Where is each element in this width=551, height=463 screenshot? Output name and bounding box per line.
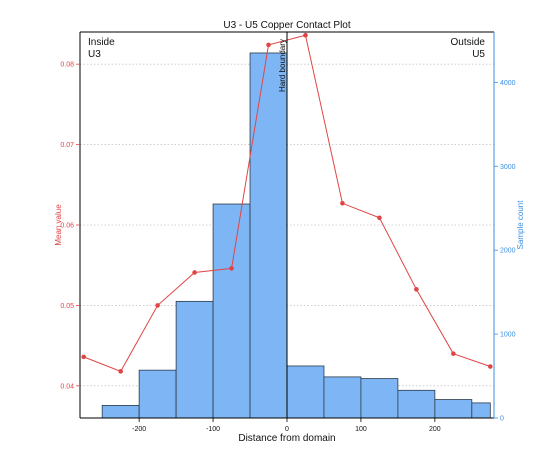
histogram-bar-6: [286, 365, 325, 419]
x-axis-label: Distance from domain: [238, 433, 335, 444]
histogram-bar-11: [471, 402, 491, 419]
x-tick-label-1: -100: [206, 426, 220, 433]
left-tick-label-3: 0.07: [60, 142, 74, 149]
mean-value-point-7: [340, 200, 345, 206]
right-tick-label-4: 4000: [500, 80, 516, 87]
histogram-bars: [101, 52, 491, 419]
mean-value-point-2: [155, 303, 160, 308]
histogram-bar-7: [323, 376, 362, 419]
mean-value-point-3: [192, 270, 197, 275]
histogram-bar-9: [397, 389, 436, 419]
axes: -200 -100 0 100 200 0.04 0.05 0.06 0.07 0.08 0 1000…: [60, 62, 515, 433]
mean-value-point-4: [229, 266, 234, 271]
histogram-bar-1: [101, 405, 140, 419]
mean-value-point-8: [377, 215, 382, 221]
histogram-bar-3: [175, 300, 214, 419]
mean-value-point-11: [488, 364, 493, 369]
left-tick-label-1: 0.05: [60, 303, 74, 310]
histogram-bar-10: [434, 399, 473, 419]
hard-boundary-label: Hard boundary: [278, 39, 287, 92]
mean-value-point-0: [81, 354, 86, 360]
right-axis-label: Sample count: [516, 200, 525, 250]
mean-value-point-9: [414, 287, 419, 292]
u3-label: U3: [88, 49, 101, 60]
chart-title: U3 - U5 Copper Contact Plot: [223, 20, 351, 31]
x-tick-label-4: 200: [429, 426, 441, 433]
u5-label: U5: [472, 49, 485, 60]
histogram-bar-2: [138, 369, 177, 419]
right-tick-label-3: 3000: [500, 164, 516, 171]
histogram-bar-8: [360, 378, 399, 419]
histogram-bar-4: [212, 203, 251, 419]
x-tick-label-0: -200: [132, 426, 146, 433]
histogram-bar-5: [249, 52, 288, 419]
left-axis-label: Mean value: [54, 204, 63, 246]
x-tick-label-2: 0: [285, 426, 289, 433]
left-tick-label-0: 0.04: [60, 383, 74, 390]
x-tick-label-3: 100: [355, 426, 367, 433]
right-tick-label-0: 0: [500, 416, 504, 423]
mean-value-point-10: [451, 351, 456, 356]
outside-label: Outside: [451, 37, 486, 48]
left-tick-label-2: 0.06: [60, 223, 74, 230]
right-tick-label-1: 1000: [500, 332, 516, 339]
mean-value-point-6: [303, 32, 308, 38]
left-tick-label-4: 0.08: [60, 62, 74, 69]
mean-value-point-5: [266, 42, 271, 48]
mean-value-point-1: [118, 369, 123, 374]
inside-label: Inside: [88, 37, 115, 48]
right-tick-label-2: 2000: [500, 248, 516, 255]
